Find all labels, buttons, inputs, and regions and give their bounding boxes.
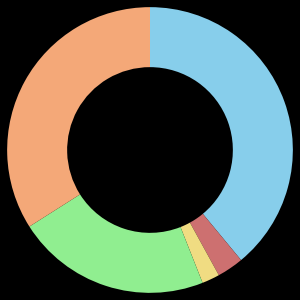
- Wedge shape: [190, 214, 241, 275]
- Wedge shape: [181, 223, 219, 283]
- Wedge shape: [29, 194, 203, 293]
- Wedge shape: [150, 7, 293, 260]
- Wedge shape: [7, 7, 150, 226]
